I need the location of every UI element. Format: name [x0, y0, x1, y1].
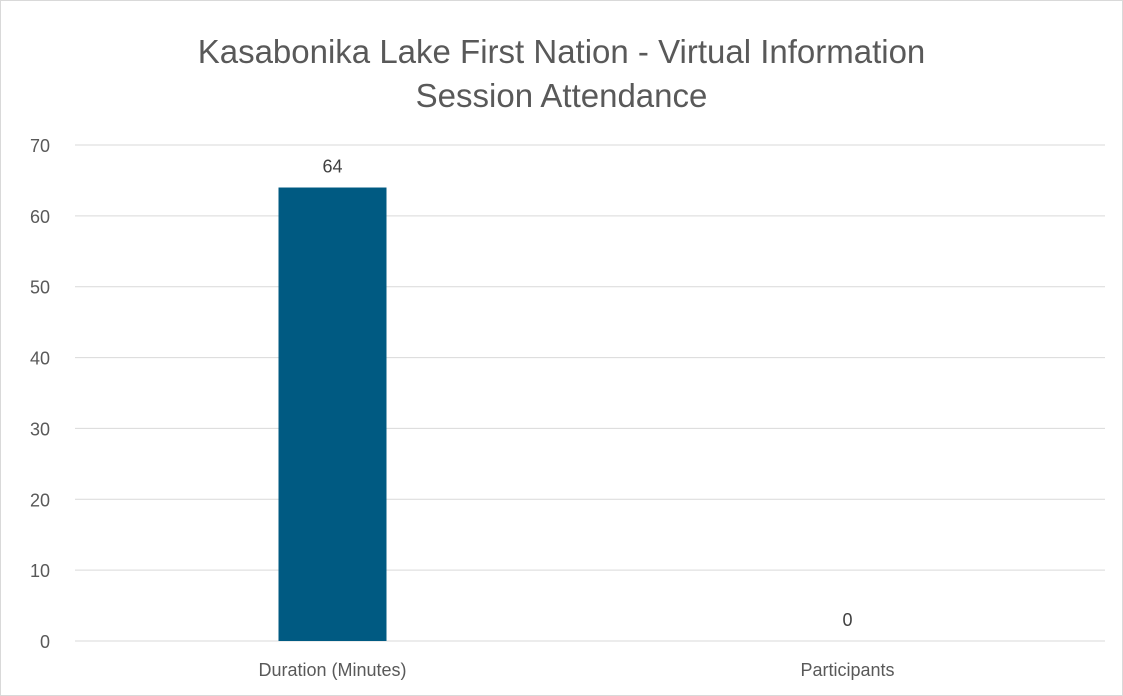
data-label: 0 — [842, 610, 852, 630]
category-label: Participants — [800, 660, 894, 680]
y-tick-label: 60 — [30, 207, 50, 227]
category-label: Duration (Minutes) — [258, 660, 406, 680]
y-tick-label: 0 — [40, 632, 50, 652]
y-tick-label: 50 — [30, 278, 50, 298]
y-tick-label: 10 — [30, 561, 50, 581]
bar — [278, 187, 387, 641]
chart-title: Kasabonika Lake First Nation - Virtual I… — [197, 33, 926, 114]
data-label: 64 — [322, 157, 342, 177]
y-tick-label: 40 — [30, 349, 50, 369]
y-tick-label: 20 — [30, 490, 50, 510]
y-tick-label: 70 — [30, 136, 50, 156]
y-tick-label: 30 — [30, 419, 50, 439]
